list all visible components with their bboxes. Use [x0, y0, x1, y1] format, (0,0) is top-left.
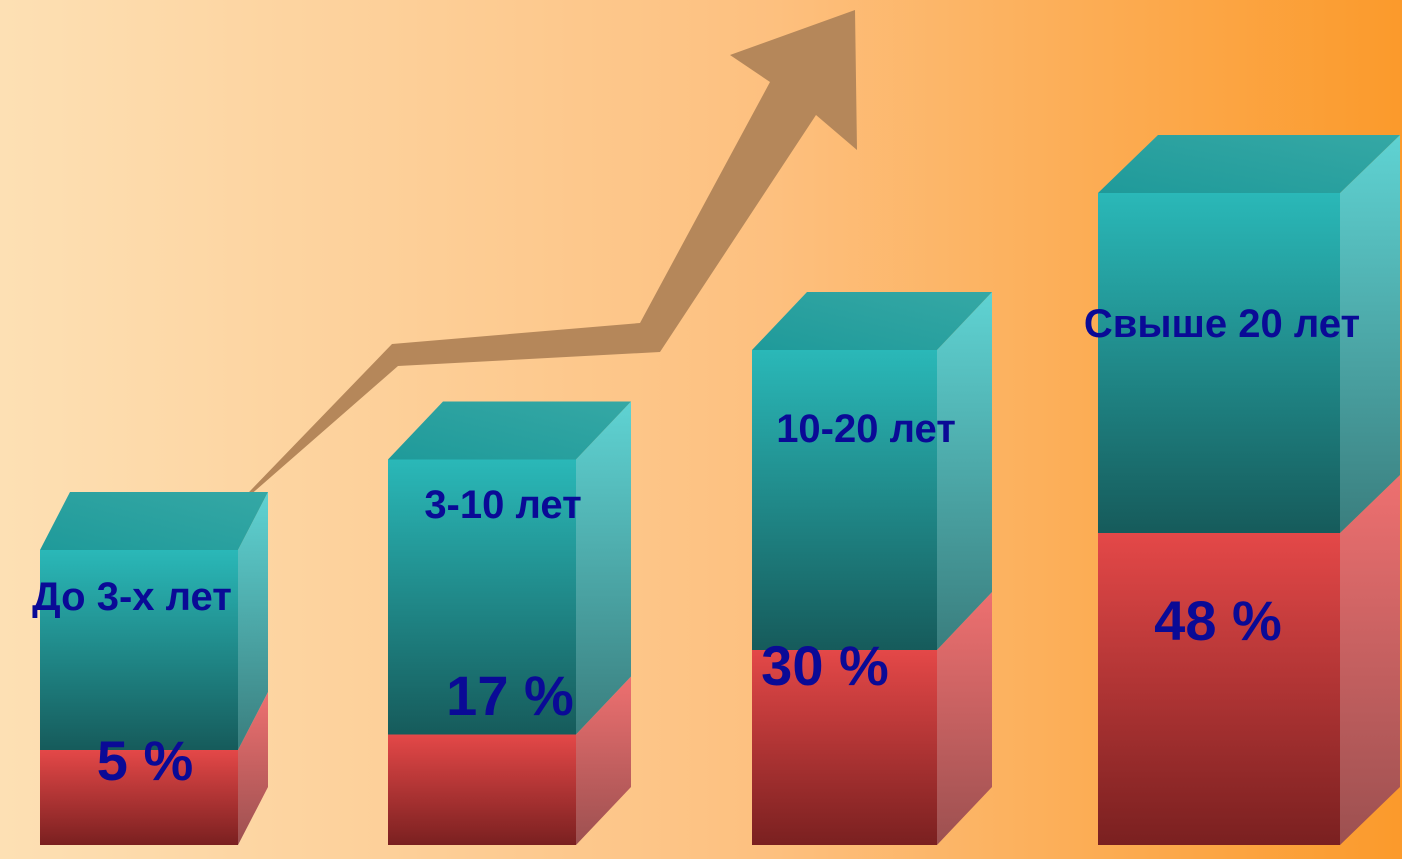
bar-red-front — [388, 734, 576, 845]
category-label: 3-10 лет — [424, 483, 581, 527]
bar-teal-front — [1098, 193, 1340, 533]
bar-top — [1098, 135, 1400, 193]
bar-red-front — [1098, 533, 1340, 845]
bar-teal-front — [388, 459, 576, 735]
bar-red-front — [40, 750, 238, 845]
category-label: До 3-х лет — [32, 575, 232, 619]
trend-arrow — [224, 10, 857, 518]
category-label: Свыше 20 лет — [1084, 302, 1360, 346]
value-label: 30 % — [761, 634, 889, 697]
bar-teal-front — [752, 350, 937, 650]
bar-red-side — [1340, 475, 1400, 845]
bar-teal-side — [576, 401, 631, 735]
bar-red-side — [937, 592, 992, 845]
value-label: 17 % — [446, 664, 574, 727]
bar-teal-front — [40, 550, 238, 750]
bar-teal-side — [1340, 135, 1400, 533]
bar-teal-side — [238, 492, 268, 750]
bar-top — [388, 401, 631, 460]
value-label: 48 % — [1154, 589, 1282, 652]
bar-red-side — [576, 676, 631, 845]
value-label: 5 % — [97, 729, 194, 792]
bar-red-side — [238, 692, 268, 845]
bar-top — [40, 492, 268, 550]
bar-red-front — [752, 650, 937, 845]
category-label: 10-20 лет — [776, 407, 956, 451]
bar-teal-side — [937, 292, 992, 650]
bar-top — [752, 292, 992, 350]
